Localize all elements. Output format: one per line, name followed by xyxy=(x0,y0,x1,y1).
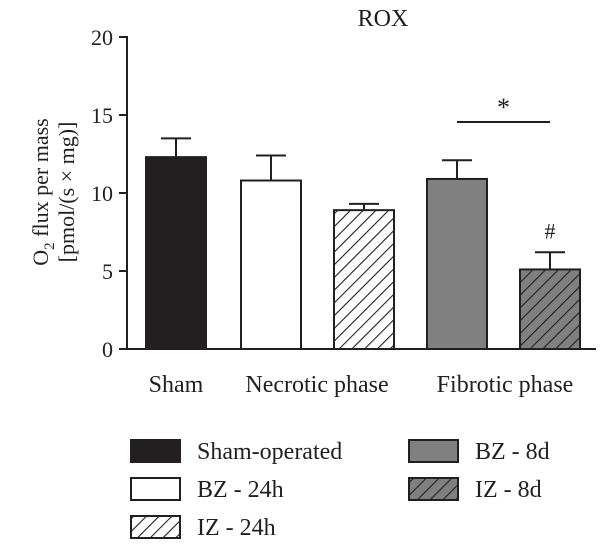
y-tick-label: 0 xyxy=(102,337,113,362)
bar xyxy=(426,177,488,350)
legend-swatch xyxy=(130,515,181,539)
y-tick-label: 5 xyxy=(102,259,113,284)
y-axis-label-unit: [pmol/(s × mg)] xyxy=(54,122,79,263)
y-axis-label: O2 flux per mass [pmol/(s × mg)] xyxy=(28,118,79,265)
legend-item: BZ - 8d xyxy=(408,439,550,465)
legend-label: BZ - 24h xyxy=(197,477,284,503)
x-group-label: Sham xyxy=(149,372,204,398)
legend-label: IZ - 8d xyxy=(475,477,542,503)
legend-item: IZ - 8d xyxy=(408,477,542,503)
x-group-label: Necrotic phase xyxy=(245,372,388,398)
legend-swatch xyxy=(408,477,459,501)
y-axis-label-rest: flux per mass xyxy=(28,118,53,242)
legend-item: IZ - 24h xyxy=(130,515,276,541)
bar xyxy=(145,156,207,350)
svg-text:O2 flux per mass: O2 flux per mass xyxy=(28,118,58,265)
legend: Sham-operated BZ - 8d BZ - 24h IZ - 8d IZ - … xyxy=(130,439,550,541)
y-tick-label: 20 xyxy=(91,25,113,50)
bar xyxy=(333,209,395,350)
significance-marker: * xyxy=(497,93,510,122)
legend-item: BZ - 24h xyxy=(130,477,284,503)
y-axis-label-o: O xyxy=(28,250,53,266)
legend-swatch xyxy=(408,439,459,463)
bar xyxy=(519,268,581,350)
bar xyxy=(240,179,302,350)
chart-title: ROX xyxy=(358,6,409,32)
y-tick-label: 15 xyxy=(91,103,113,128)
hash-marker: # xyxy=(545,218,556,243)
plot-area: 0 5 10 15 20 Sham Necrotic phase Fibrotic phase… xyxy=(91,25,596,398)
x-group-label: Fibrotic phase xyxy=(437,372,574,398)
y-tick-label: 10 xyxy=(91,181,113,206)
legend-label: Sham-operated xyxy=(197,439,342,465)
legend-label: IZ - 24h xyxy=(197,515,276,541)
legend-swatch xyxy=(130,439,181,463)
legend-swatch xyxy=(130,477,181,501)
legend-item: Sham-operated xyxy=(130,439,342,465)
legend-label: BZ - 8d xyxy=(475,439,550,465)
y-axis-label-subscript: 2 xyxy=(42,242,58,250)
